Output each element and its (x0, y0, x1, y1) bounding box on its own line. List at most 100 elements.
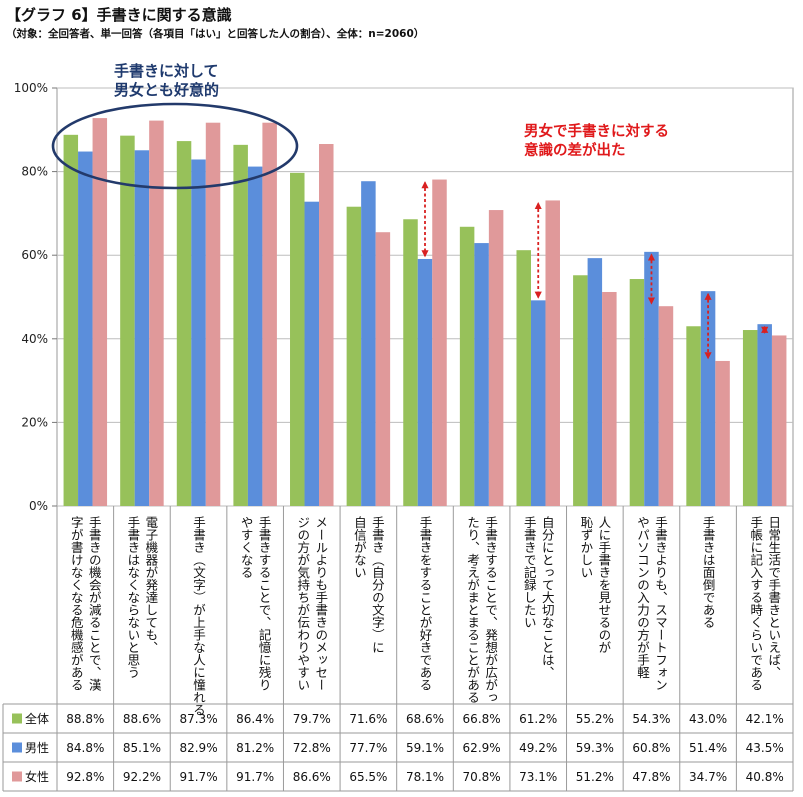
data-label: 59.3% (576, 741, 614, 755)
data-label: 88.6% (123, 712, 161, 726)
category-label: たり、考えがまとまることがある (465, 516, 480, 704)
bar-female (92, 118, 108, 506)
bar-male (361, 181, 376, 507)
category-label: 手書きよりも、スマートフォン (653, 516, 668, 691)
category-label: 手書きの機会が減ることで、漢 (87, 516, 102, 692)
data-label: 54.3% (632, 712, 670, 726)
data-label: 81.2% (236, 741, 274, 755)
data-label: 72.8% (293, 741, 331, 755)
bar-overall (346, 206, 362, 506)
data-label: 70.8% (463, 770, 501, 784)
chart-subtitle: （対象：全回答者、単一回答（各項目「はい」と回答した人の割合）、全体：n=206… (6, 28, 425, 40)
data-label: 92.2% (123, 770, 161, 784)
y-tick-label: 40% (21, 332, 48, 346)
category-label: 手書きで記録したい (522, 516, 537, 629)
data-label: 71.6% (349, 712, 387, 726)
bar-male (78, 151, 93, 506)
category-label: 自信がない (352, 516, 367, 579)
category-label: 手書きは面倒である (701, 516, 716, 629)
bar-female (715, 360, 730, 506)
bar-female (771, 335, 787, 506)
bar-overall (290, 172, 305, 506)
data-label: 51.4% (689, 741, 727, 755)
data-label: 87.3% (179, 712, 217, 726)
legend-key (12, 771, 22, 782)
bar-female (375, 232, 391, 506)
bar-male (644, 251, 659, 506)
category-label: 人に手書きを見せるのが (596, 516, 611, 654)
data-label: 77.7% (349, 741, 387, 755)
data-label: 61.2% (519, 712, 557, 726)
bar-overall (686, 326, 701, 506)
bar-overall (176, 141, 192, 506)
data-label: 66.8% (463, 712, 501, 726)
data-label: 84.8% (66, 741, 104, 755)
bar-overall (516, 250, 531, 506)
data-label: 68.6% (406, 712, 444, 726)
category-label: やすくなる (239, 516, 254, 579)
y-tick-label: 20% (21, 415, 48, 429)
bar-female (319, 144, 334, 506)
data-label: 51.2% (576, 770, 614, 784)
bar-female (545, 200, 560, 506)
bar-male (191, 159, 206, 506)
category-label: 手書き（自分の文字）に (370, 516, 385, 654)
bar-male (700, 291, 716, 506)
bar-female (262, 122, 277, 506)
legend-label: 全体 (25, 711, 49, 726)
category-label: 手書きすることで、発想が広がっ (483, 516, 498, 704)
data-label: 79.7% (293, 712, 331, 726)
category-label: 電子機器が発達しても、 (143, 516, 158, 654)
category-label: 手書き（文字）が上手な人に憧れる (191, 516, 206, 716)
data-label: 34.7% (689, 770, 727, 784)
bar-female (488, 210, 504, 506)
bar-overall (573, 275, 588, 506)
data-label: 40.8% (746, 770, 784, 784)
category-label: 手書きすることで、記憶に残り (257, 516, 272, 691)
data-label: 78.1% (406, 770, 444, 784)
bar-male (474, 243, 489, 506)
data-label: 85.1% (123, 741, 161, 755)
data-label: 65.5% (349, 770, 387, 784)
category-label: 自分にとって大切なことは、 (540, 516, 555, 679)
data-label: 60.8% (632, 741, 670, 755)
category-label: 字が書けなくなる危機感がある (69, 515, 84, 691)
bar-overall (403, 219, 418, 506)
bar-female (658, 306, 674, 506)
legend-label: 女性 (25, 769, 49, 784)
data-label: 73.1% (519, 770, 557, 784)
data-label: 86.4% (236, 712, 274, 726)
y-tick-label: 60% (21, 248, 48, 262)
bar-overall (63, 134, 79, 507)
legend-key (12, 742, 22, 753)
bar-female (432, 179, 447, 507)
bar-overall (742, 330, 758, 506)
highlight-oval (51, 102, 299, 190)
data-label: 43.5% (746, 741, 784, 755)
blue-annotation: 男女とも好意的 (114, 81, 219, 99)
bar-female (602, 291, 617, 506)
data-label: 88.8% (66, 712, 104, 726)
data-label: 43.0% (689, 712, 727, 726)
category-label: 手帳に記入する時くらいである (748, 516, 763, 691)
data-label: 91.7% (179, 770, 217, 784)
data-label: 91.7% (236, 770, 274, 784)
blue-annotation: 手書きに対して (114, 62, 219, 80)
category-label: 恥ずかしい (578, 516, 593, 579)
data-label: 82.9% (179, 741, 217, 755)
bar-male (757, 324, 772, 506)
data-label: 49.2% (519, 741, 557, 755)
chart-title: 【グラフ 6】手書きに関する意識 (6, 6, 232, 24)
data-label: 86.6% (293, 770, 331, 784)
bar-female (205, 122, 221, 506)
data-label: 62.9% (463, 741, 501, 755)
data-label: 55.2% (576, 712, 614, 726)
legend-key (12, 713, 22, 724)
category-label: 手書きをすることが好きである (418, 516, 433, 691)
bar-male (587, 258, 603, 506)
red-annotation: 男女で手書きに対する (524, 122, 669, 140)
bar-overall (233, 144, 248, 506)
y-tick-label: 100% (14, 81, 48, 95)
